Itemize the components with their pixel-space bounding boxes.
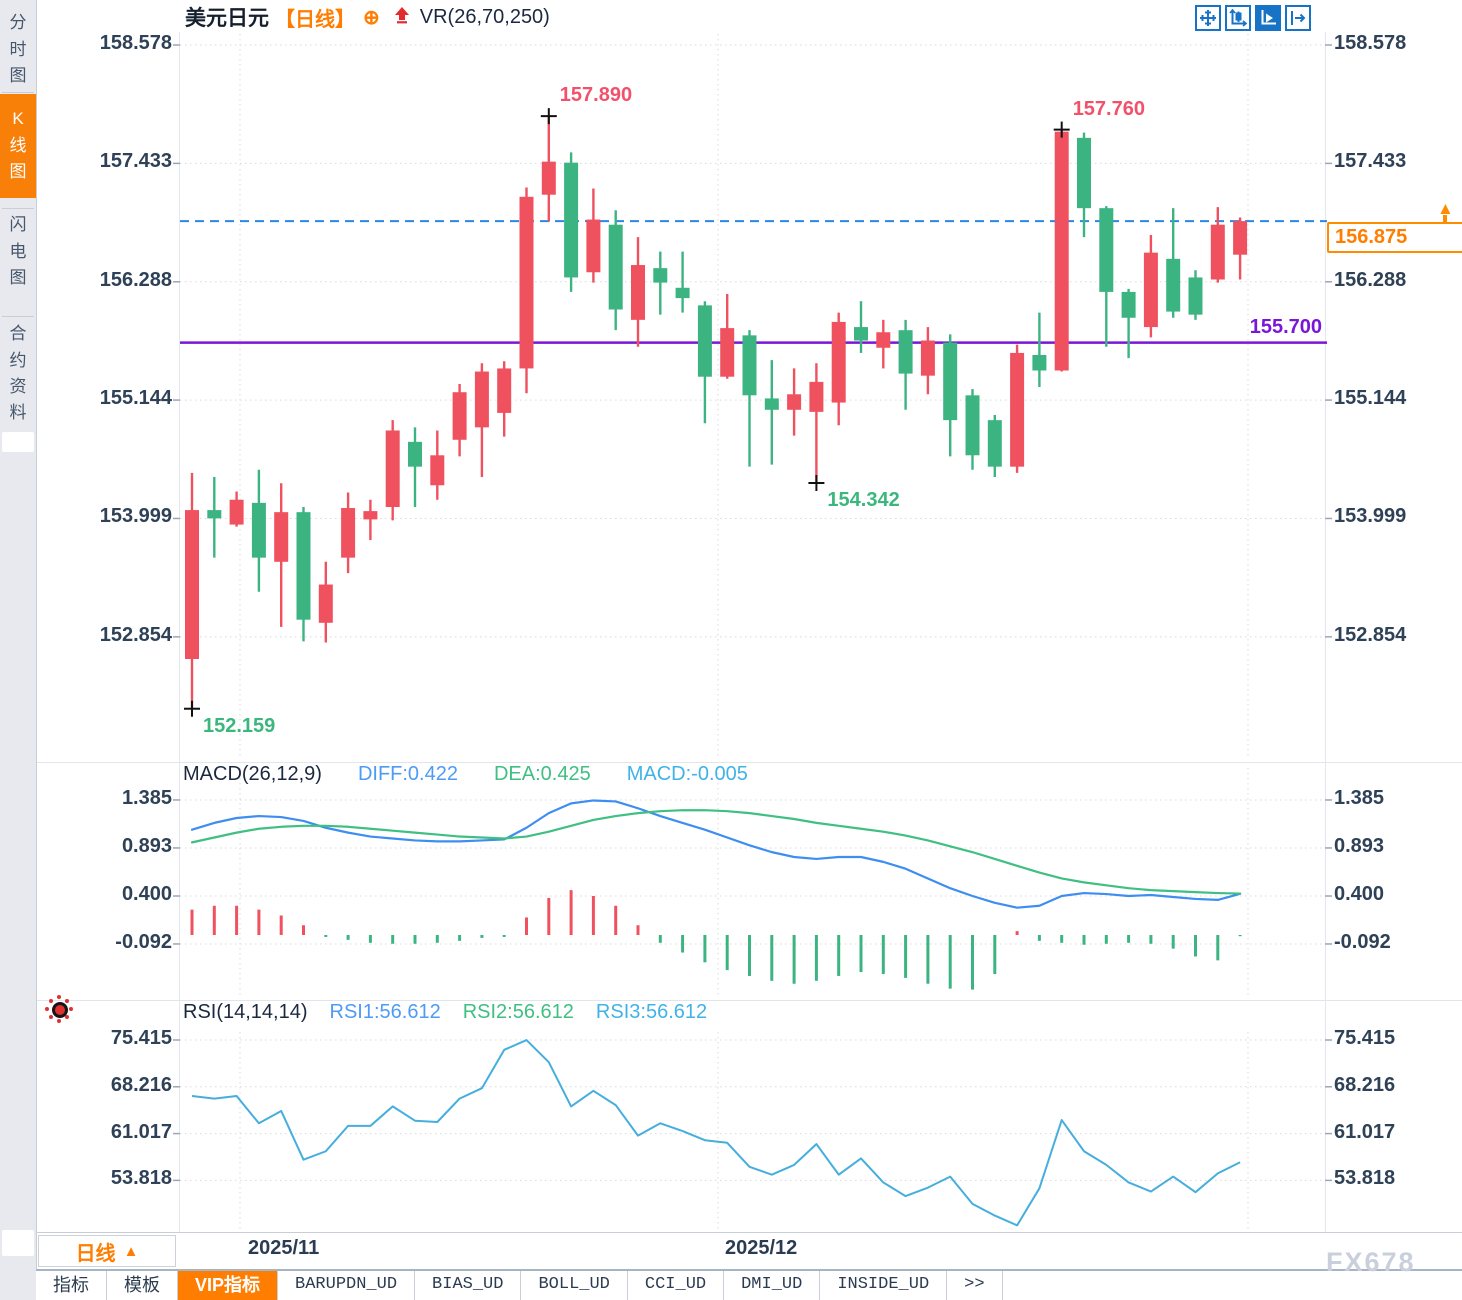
tab-BARUPDN_UD[interactable]: BARUPDN_UD (278, 1271, 416, 1300)
macd-header: MACD(26,12,9) DIFF:0.422 DEA:0.425 MACD:… (183, 763, 748, 786)
symbol-title: 美元日元 (185, 7, 269, 30)
macd-hist-readout: MACD:-0.005 (626, 763, 748, 785)
last-price-tag: 156.875 (1327, 222, 1462, 253)
watermark: FX678 (1326, 1247, 1416, 1277)
rsi-header: RSI(14,14,14) RSI1:56.612 RSI2:56.612 RS… (183, 1001, 707, 1024)
rsi1-readout: RSI1:56.612 (329, 1001, 441, 1023)
indicator-settings-sun-icon[interactable] (52, 1002, 68, 1018)
left-sidebar: 分时图 K线图闪电图合约资料 (0, 0, 37, 1300)
sidebar-item-label: 分时图 (9, 13, 27, 86)
overlay-indicator-label: VR(26,70,250) (419, 5, 550, 28)
period-selector-button[interactable]: 日线 ▲ (38, 1235, 176, 1267)
crosshair-move-icon[interactable] (1195, 5, 1221, 31)
period-tag: 【日线】 (275, 8, 355, 31)
macd-diff-readout: DIFF:0.422 (357, 763, 458, 785)
sidebar-item-分时图[interactable]: 分时图 (0, 8, 36, 92)
tab-CCI_UD[interactable]: CCI_UD (628, 1271, 725, 1300)
time-axis-strip: 日线 ▲ (36, 1232, 1462, 1270)
support-line-label: 155.700 (1249, 316, 1322, 338)
panel-divider (36, 762, 1462, 763)
triangle-up-icon: ▲ (123, 1242, 139, 1260)
x-axis-label-dec: 2025/12 (725, 1237, 798, 1259)
sidebar-item-label: 闪电图 (9, 215, 27, 288)
sidebar-item-K线图[interactable]: K线图 (0, 94, 36, 198)
rsi3-readout: RSI3:56.612 (595, 1001, 708, 1023)
tab-BOLL_UD[interactable]: BOLL_UD (521, 1271, 628, 1300)
panel-divider (36, 1000, 1462, 1001)
chart-toolbar (1195, 5, 1311, 31)
period-button-label: 日线 (75, 1242, 116, 1265)
sidebar-item-合约资料[interactable]: 合约资料 (0, 318, 36, 430)
axis-exit-icon[interactable] (1285, 5, 1311, 31)
sidebar-item-label: 合约资料 (9, 324, 27, 423)
add-overlay-icon[interactable]: ⊕ (363, 6, 380, 29)
tab-指标[interactable]: 指标 (36, 1271, 107, 1300)
indicator-tab-bar: 指标 模板 VIP指标 BARUPDN_UD BIAS_UD BOLL_UD CCI_UD D… (36, 1269, 1462, 1300)
tab-BIAS_UD[interactable]: BIAS_UD (415, 1271, 522, 1300)
sidebar-item-闪电图[interactable]: 闪电图 (0, 210, 36, 294)
macd-params-label: MACD(26,12,9) (183, 763, 322, 785)
sidebar-separator (2, 92, 34, 93)
tab-模板[interactable]: 模板 (107, 1271, 178, 1300)
last-price-value: 156.875 (1335, 226, 1408, 248)
plot-left-border (179, 32, 180, 1232)
tab-VIP指标[interactable]: VIP指标 (178, 1271, 279, 1300)
rsi2-readout: RSI2:56.612 (462, 1001, 574, 1023)
sidebar-spacer (2, 432, 34, 452)
sidebar-item-label: K线图 (9, 109, 27, 182)
x-axis-label-nov: 2025/11 (248, 1237, 320, 1259)
chart-header: 美元日元 【日线】 ⊕ VR(26,70,250) (185, 4, 550, 31)
plot-right-border (1325, 32, 1326, 1232)
red-up-arrow-icon (394, 6, 410, 29)
last-price-up-arrow-icon: ▲ (1437, 199, 1454, 222)
macd-dea-readout: DEA:0.425 (493, 763, 591, 785)
axis-candle-icon[interactable] (1225, 5, 1251, 31)
rsi-params-label: RSI(14,14,14) (183, 1001, 308, 1023)
axis-play-icon[interactable] (1255, 5, 1281, 31)
tab-DMI_UD[interactable]: DMI_UD (724, 1271, 821, 1300)
sidebar-separator (2, 316, 34, 317)
sidebar-spacer (2, 1230, 34, 1256)
sidebar-separator (2, 208, 34, 209)
tab-INSIDE_UD[interactable]: INSIDE_UD (820, 1271, 948, 1300)
tab->>[interactable]: >> (947, 1271, 1003, 1300)
